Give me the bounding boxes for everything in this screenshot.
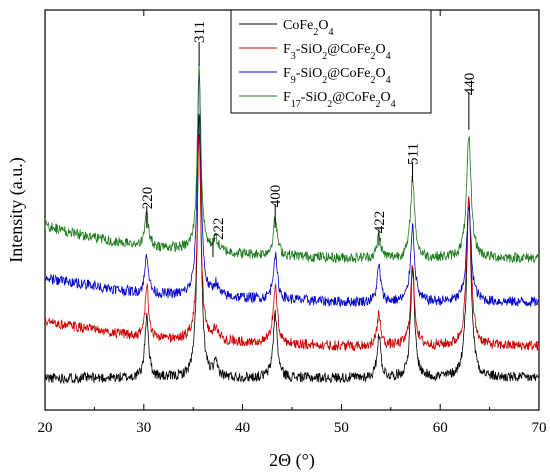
x-tick-label-4: 60	[433, 420, 448, 436]
legend: CoFe2O4 F3-SiO2@CoFe2O4 F9-SiO2@CoFe2O4 F17…	[230, 9, 432, 114]
peak-label-422: 422	[372, 211, 388, 234]
legend-label-2: F9-SiO2@CoFe2O4	[283, 66, 391, 86]
series-line-3	[44, 63, 540, 264]
ticks-layer: 20 30 40 50 60 70	[38, 10, 547, 436]
x-axis-label: 2Θ (°)	[269, 450, 315, 471]
x-tick-label-3: 50	[334, 420, 349, 436]
legend-label-3: F17-SiO2@CoFe2O4	[283, 90, 396, 110]
peak-label-222: 222	[211, 218, 227, 241]
series-layer	[44, 63, 540, 385]
y-axis-label: Intensity (a.u.)	[6, 157, 27, 262]
legend-label-0: CoFe2O4	[283, 18, 333, 38]
peak-label-311: 311	[192, 21, 208, 43]
peak-label-440: 440	[462, 73, 478, 96]
x-tick-label-0: 20	[38, 420, 53, 436]
series-line-2	[44, 71, 540, 308]
peak-label-400: 400	[268, 185, 284, 208]
legend-label-1: F3-SiO2@CoFe2O4	[283, 42, 391, 62]
x-tick-label-1: 30	[136, 420, 151, 436]
series-line-0	[44, 114, 540, 385]
series-line-1	[44, 134, 540, 352]
peak-label-511: 511	[406, 143, 422, 165]
x-tick-label-5: 70	[532, 420, 547, 436]
peak-labels: 220 311 222 400 422 511 440	[140, 21, 478, 257]
x-tick-label-2: 40	[235, 420, 250, 436]
peak-label-220: 220	[140, 187, 156, 210]
